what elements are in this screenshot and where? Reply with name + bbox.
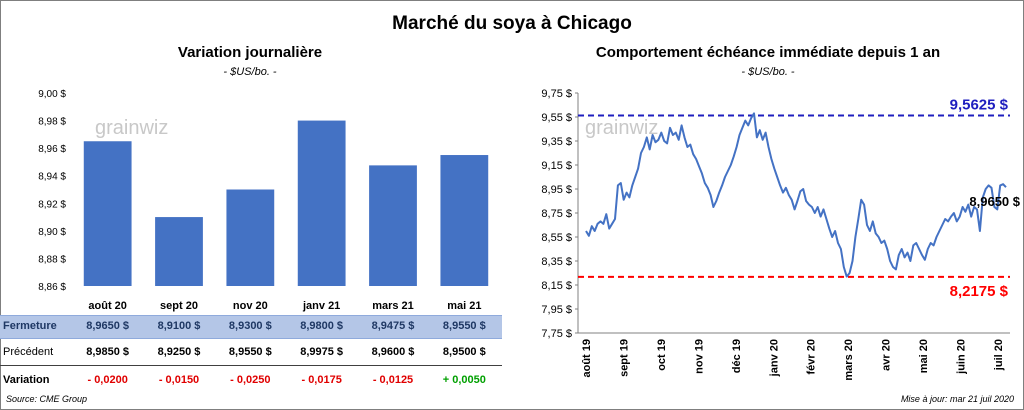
y-tick-label: 7,95 $	[541, 304, 572, 316]
bar	[440, 155, 489, 286]
x-tick-label: août 19	[581, 339, 593, 378]
left-chart-title: Variation journalière	[177, 44, 323, 61]
y-tick-label: 8,90 $	[38, 227, 66, 238]
table-cell-fermeture: 8,9300 $	[228, 320, 272, 332]
table-cell-variation: - 0,0200	[87, 374, 128, 386]
x-tick-label: janv 21	[302, 300, 340, 312]
x-tick-label: mars 21	[372, 300, 414, 312]
table-cell-variation: - 0,0125	[372, 374, 414, 386]
y-tick-label: 8,94 $	[38, 172, 66, 183]
x-tick-label: juin 20	[956, 339, 968, 375]
row-label-precedent: Précédent	[3, 346, 54, 358]
table-cell-variation: - 0,0150	[158, 374, 200, 386]
table-cell-fermeture: 8,9650 $	[86, 320, 130, 332]
table-cell-precedent: 8,9975 $	[300, 346, 344, 358]
bar	[83, 141, 132, 286]
line-chart: grainwiz 9,75 $ 9,55 $ 9,35 $ 9,15 $ 8,95 $ 8,…	[541, 88, 1020, 381]
table-cell-fermeture: 8,9100 $	[157, 320, 201, 332]
x-tick-label: sept 19	[618, 339, 630, 377]
table-row-precedent: Précédent 8,9850 $ 8,9250 $ 8,9550 $ 8,9975…	[0, 342, 502, 364]
table-cell-variation: + 0,0050	[442, 374, 486, 386]
right-chart-subtitle: - $US/bo. -	[741, 66, 795, 78]
y-tick-label: 8,95 $	[541, 184, 572, 196]
x-tick-label: mai 21	[447, 300, 481, 312]
y-tick-label: 9,75 $	[541, 88, 572, 100]
bar-chart: grainwiz 9,00 $ 8,98 $ 8,96 $ 8,94 $ 8,92 $ 8,…	[38, 89, 489, 312]
x-tick-label: mars 20	[843, 339, 855, 381]
table-cell-precedent: 8,9500 $	[442, 346, 486, 358]
table-cell-variation: - 0,0250	[230, 374, 271, 386]
y-tick-label: 8,75 $	[541, 208, 572, 220]
table-cell-fermeture: 8,9800 $	[300, 320, 344, 332]
price-line	[585, 112, 1007, 278]
left-chart-subtitle: - $US/bo. -	[223, 66, 277, 78]
x-tick-label: sept 20	[160, 300, 198, 312]
y-tick-label: 8,92 $	[38, 199, 66, 210]
watermark-grainwiz: grainwiz	[95, 117, 168, 139]
y-tick-label: 9,00 $	[38, 89, 66, 100]
y-tick-label: 8,96 $	[38, 144, 66, 155]
row-label-variation: Variation	[3, 374, 50, 386]
high-label: 9,5625 $	[950, 97, 1009, 114]
y-tick-label: 9,15 $	[541, 160, 572, 172]
table-row-fermeture: Fermeture 8,9650 $ 8,9100 $ 8,9300 $ 8,9800…	[0, 315, 502, 339]
bar	[369, 165, 417, 286]
y-tick-label: 8,35 $	[541, 256, 572, 268]
y-tick-label: 9,35 $	[541, 136, 572, 148]
low-label: 8,2175 $	[950, 283, 1009, 300]
y-tick-label: 8,98 $	[38, 117, 66, 128]
y-tick-label: 8,55 $	[541, 232, 572, 244]
main-title: Marché du soya à Chicago	[392, 13, 632, 34]
x-tick-label: août 20	[88, 300, 127, 312]
x-tick-label: juil 20	[993, 339, 1005, 371]
watermark-grainwiz: grainwiz	[585, 117, 658, 139]
x-tick-label: déc 19	[731, 339, 743, 373]
bar	[226, 189, 275, 286]
x-tick-label: mai 20	[918, 339, 930, 373]
x-tick-label: avr 20	[881, 339, 893, 371]
table-divider	[0, 365, 502, 366]
x-tick-label: janv 20	[768, 339, 780, 377]
footer-update: Mise à jour: mar 21 juil 2020	[900, 394, 1014, 404]
y-tick-label: 8,88 $	[38, 254, 66, 265]
table-cell-variation: - 0,0175	[301, 374, 342, 386]
table-cell-precedent: 8,9550 $	[228, 346, 272, 358]
footer-source: Source: CME Group	[6, 394, 88, 404]
bar	[155, 217, 203, 286]
table-cell-precedent: 8,9850 $	[86, 346, 130, 358]
y-tick-label: 9,55 $	[541, 112, 572, 124]
x-tick-label: nov 20	[233, 300, 268, 312]
right-chart-title: Comportement échéance immédiate depuis 1…	[595, 44, 941, 61]
last-price-label: 8,9650 $	[969, 194, 1020, 209]
y-tick-label: 8,86 $	[38, 282, 66, 293]
y-tick-label: 8,15 $	[541, 280, 572, 292]
bar	[297, 120, 346, 286]
y-tick-label: 7,75 $	[541, 328, 572, 340]
table-cell-fermeture: 8,9475 $	[371, 320, 415, 332]
x-tick-label: févr 20	[806, 339, 818, 374]
table-cell-precedent: 8,9600 $	[371, 346, 415, 358]
x-tick-label: oct 19	[656, 339, 668, 371]
table-cell-precedent: 8,9250 $	[157, 346, 201, 358]
row-label-fermeture: Fermeture	[3, 320, 57, 332]
x-tick-label: nov 19	[693, 339, 705, 374]
table-cell-fermeture: 8,9550 $	[442, 320, 486, 332]
table-row-variation: Variation - 0,0200 - 0,0150 - 0,0250 - 0,01…	[0, 370, 502, 392]
